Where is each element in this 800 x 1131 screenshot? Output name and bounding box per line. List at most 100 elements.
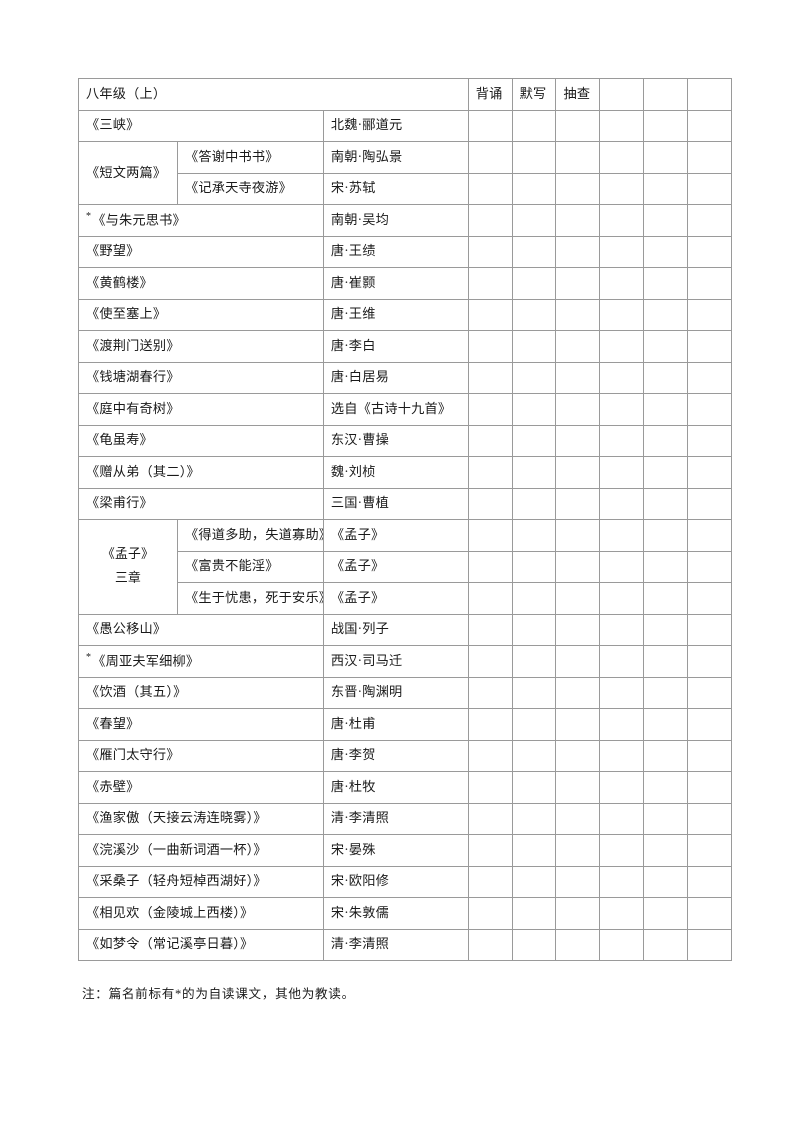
mark-cell[interactable] <box>643 897 689 930</box>
mark-cell[interactable] <box>599 172 645 205</box>
mark-cell[interactable] <box>643 487 689 520</box>
mark-cell[interactable] <box>511 141 557 174</box>
mark-cell[interactable] <box>467 582 513 615</box>
mark-cell[interactable] <box>643 928 689 961</box>
mark-cell[interactable] <box>643 865 689 898</box>
mark-cell[interactable] <box>511 739 557 772</box>
mark-cell[interactable] <box>555 645 601 678</box>
mark-cell[interactable] <box>599 865 645 898</box>
mark-cell[interactable] <box>555 456 601 489</box>
mark-cell[interactable] <box>555 267 601 300</box>
mark-cell[interactable] <box>467 298 513 331</box>
mark-cell[interactable] <box>687 235 732 268</box>
mark-cell[interactable] <box>687 393 732 426</box>
mark-cell[interactable] <box>511 582 557 615</box>
mark-cell[interactable] <box>467 613 513 646</box>
mark-cell[interactable] <box>555 865 601 898</box>
mark-cell[interactable] <box>643 802 689 835</box>
mark-cell[interactable] <box>511 928 557 961</box>
mark-cell[interactable] <box>511 172 557 205</box>
mark-cell[interactable] <box>643 550 689 583</box>
mark-cell[interactable] <box>643 267 689 300</box>
mark-cell[interactable] <box>687 676 732 709</box>
mark-cell[interactable] <box>599 802 645 835</box>
mark-cell[interactable] <box>599 739 645 772</box>
mark-cell[interactable] <box>555 676 601 709</box>
mark-cell[interactable] <box>599 582 645 615</box>
mark-cell[interactable] <box>687 771 732 804</box>
mark-cell[interactable] <box>467 141 513 174</box>
mark-cell[interactable] <box>511 771 557 804</box>
mark-cell[interactable] <box>599 613 645 646</box>
mark-cell[interactable] <box>687 204 732 237</box>
mark-cell[interactable] <box>511 393 557 426</box>
mark-cell[interactable] <box>555 298 601 331</box>
mark-cell[interactable] <box>555 582 601 615</box>
mark-cell[interactable] <box>511 424 557 457</box>
mark-cell[interactable] <box>555 330 601 363</box>
mark-cell[interactable] <box>467 393 513 426</box>
mark-cell[interactable] <box>555 708 601 741</box>
mark-cell[interactable] <box>467 928 513 961</box>
mark-cell[interactable] <box>599 456 645 489</box>
mark-cell[interactable] <box>643 708 689 741</box>
mark-cell[interactable] <box>555 141 601 174</box>
mark-cell[interactable] <box>687 550 732 583</box>
mark-cell[interactable] <box>467 771 513 804</box>
mark-cell[interactable] <box>599 676 645 709</box>
mark-cell[interactable] <box>511 834 557 867</box>
mark-cell[interactable] <box>599 834 645 867</box>
mark-cell[interactable] <box>555 172 601 205</box>
mark-cell[interactable] <box>467 708 513 741</box>
mark-cell[interactable] <box>643 298 689 331</box>
mark-cell[interactable] <box>643 613 689 646</box>
mark-cell[interactable] <box>467 330 513 363</box>
mark-cell[interactable] <box>687 834 732 867</box>
mark-cell[interactable] <box>555 487 601 520</box>
mark-cell[interactable] <box>599 109 645 142</box>
mark-cell[interactable] <box>643 582 689 615</box>
mark-cell[interactable] <box>687 456 732 489</box>
mark-cell[interactable] <box>687 708 732 741</box>
mark-cell[interactable] <box>687 298 732 331</box>
mark-cell[interactable] <box>687 739 732 772</box>
mark-cell[interactable] <box>467 550 513 583</box>
mark-cell[interactable] <box>643 771 689 804</box>
mark-cell[interactable] <box>511 109 557 142</box>
mark-cell[interactable] <box>467 676 513 709</box>
mark-cell[interactable] <box>511 330 557 363</box>
mark-cell[interactable] <box>643 456 689 489</box>
mark-cell[interactable] <box>687 897 732 930</box>
mark-cell[interactable] <box>467 204 513 237</box>
mark-cell[interactable] <box>687 802 732 835</box>
mark-cell[interactable] <box>467 519 513 552</box>
mark-cell[interactable] <box>511 204 557 237</box>
mark-cell[interactable] <box>687 487 732 520</box>
mark-cell[interactable] <box>599 487 645 520</box>
mark-cell[interactable] <box>511 456 557 489</box>
mark-cell[interactable] <box>467 424 513 457</box>
mark-cell[interactable] <box>687 109 732 142</box>
mark-cell[interactable] <box>511 361 557 394</box>
mark-cell[interactable] <box>599 645 645 678</box>
mark-cell[interactable] <box>555 834 601 867</box>
mark-cell[interactable] <box>511 613 557 646</box>
mark-cell[interactable] <box>467 487 513 520</box>
mark-cell[interactable] <box>643 235 689 268</box>
mark-cell[interactable] <box>555 235 601 268</box>
mark-cell[interactable] <box>687 267 732 300</box>
mark-cell[interactable] <box>467 267 513 300</box>
mark-cell[interactable] <box>643 109 689 142</box>
mark-cell[interactable] <box>555 613 601 646</box>
mark-cell[interactable] <box>687 519 732 552</box>
mark-cell[interactable] <box>511 298 557 331</box>
mark-cell[interactable] <box>511 802 557 835</box>
mark-cell[interactable] <box>599 897 645 930</box>
mark-cell[interactable] <box>687 645 732 678</box>
mark-cell[interactable] <box>687 424 732 457</box>
mark-cell[interactable] <box>643 424 689 457</box>
mark-cell[interactable] <box>555 771 601 804</box>
mark-cell[interactable] <box>467 834 513 867</box>
mark-cell[interactable] <box>467 802 513 835</box>
mark-cell[interactable] <box>687 928 732 961</box>
